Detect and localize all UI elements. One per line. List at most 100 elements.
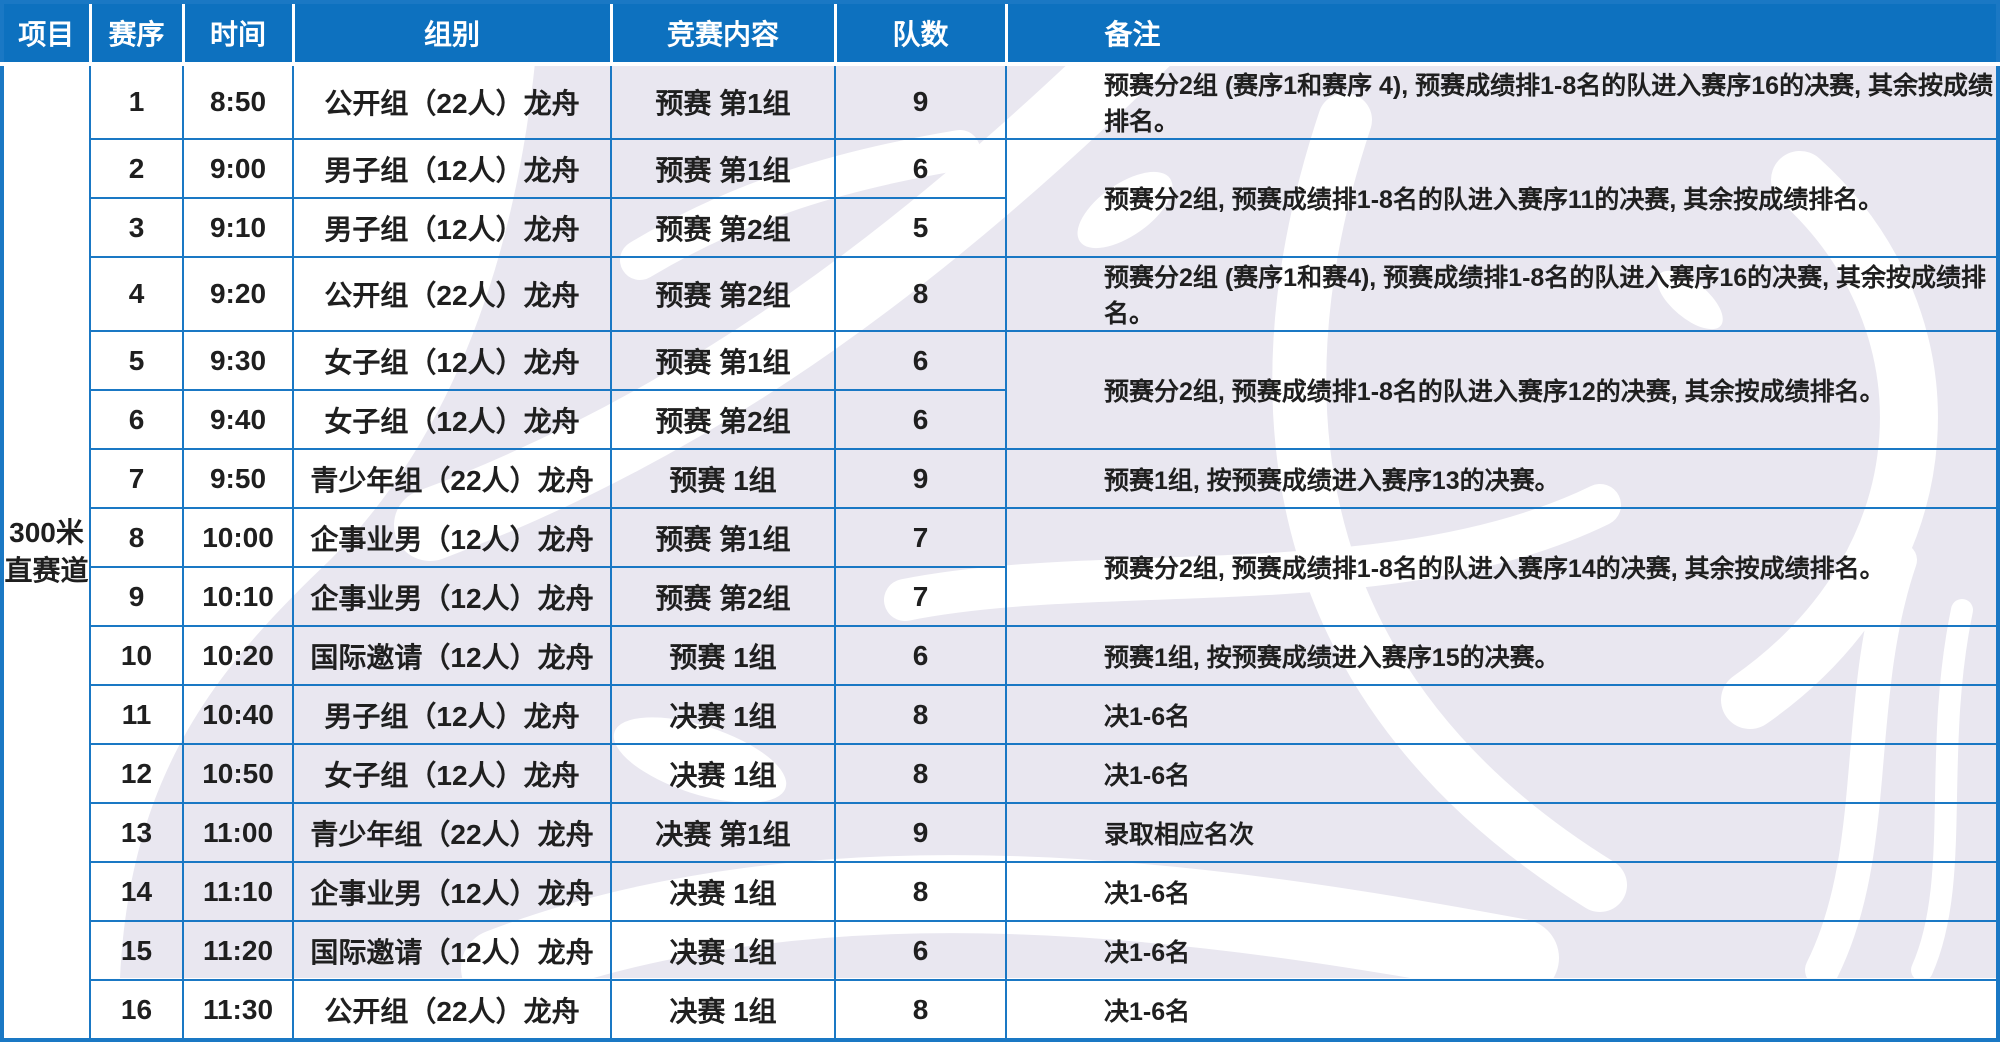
- content-cell: 预赛 1组: [610, 625, 836, 686]
- group-cell: 公开组（22人）龙舟: [292, 256, 612, 332]
- teams-cell: 9: [834, 448, 1007, 509]
- group-cell: 公开组（22人）龙舟: [292, 63, 612, 140]
- content-cell: 决赛 1组: [610, 979, 836, 1041]
- teams-cell: 9: [834, 802, 1007, 863]
- group-cell: 男子组（12人）龙舟: [292, 197, 612, 258]
- remark-cell: 预赛分2组, 预赛成绩排1-8名的队进入赛序14的决赛, 其余按成绩排名。: [1005, 507, 1999, 627]
- sequence-cell: 15: [89, 920, 184, 981]
- teams-cell: 6: [834, 330, 1007, 391]
- teams-cell: 6: [834, 138, 1007, 199]
- content-cell: 预赛 第2组: [610, 389, 836, 450]
- remark-cell: 预赛分2组, 预赛成绩排1-8名的队进入赛序11的决赛, 其余按成绩排名。: [1005, 138, 1999, 258]
- time-cell: 11:10: [182, 861, 294, 922]
- content-cell: 决赛 1组: [610, 684, 836, 745]
- table-row: 5 9:30 女子组（12人）龙舟 预赛 第1组 6 预赛分2组, 预赛成绩排1-8名的队…: [2, 330, 1999, 450]
- sequence-cell: 5: [89, 330, 184, 391]
- table-row: 6 9:40 女子组（12人）龙舟 预赛 第2组 6: [2, 389, 1998, 450]
- time-cell: 9:50: [182, 448, 294, 509]
- header-time: 时间: [183, 2, 295, 66]
- remark-cell: 预赛分2组, 预赛成绩排1-8名的队进入赛序12的决赛, 其余按成绩排名。: [1005, 330, 1999, 450]
- content-cell: 预赛 1组: [610, 448, 836, 509]
- time-cell: 10:40: [182, 684, 294, 745]
- remark-cell: 预赛分2组 (赛序1和赛4), 预赛成绩排1-8名的队进入赛序16的决赛, 其余…: [1005, 256, 1999, 332]
- sequence-cell: 13: [89, 802, 184, 863]
- remark-cell: 决1-6名: [1005, 743, 1999, 804]
- teams-cell: 6: [834, 625, 1007, 686]
- content-cell: 预赛 第2组: [610, 197, 836, 258]
- group-cell: 企事业男（12人）龙舟: [292, 861, 612, 922]
- header-remark: 备注: [1006, 2, 1998, 66]
- content-cell: 决赛 1组: [610, 920, 836, 981]
- table-row: 10 10:20 国际邀请（12人）龙舟 预赛 1组 6 预赛1组, 按预赛成绩进入赛序1…: [2, 625, 1999, 686]
- table-row: 14 11:10 企事业男（12人）龙舟 决赛 1组 8 决1-6名: [2, 861, 1999, 922]
- content-cell: 预赛 第1组: [610, 507, 836, 568]
- group-cell: 男子组（12人）龙舟: [292, 138, 612, 199]
- sequence-cell: 10: [89, 625, 184, 686]
- table-header: 项目 赛序 时间 组别 竞赛内容 队数 备注: [2, 2, 1998, 66]
- sequence-cell: 2: [89, 138, 184, 199]
- table-row: 7 9:50 青少年组（22人）龙舟 预赛 1组 9 预赛1组, 按预赛成绩进入赛序13的…: [2, 448, 1999, 509]
- sequence-cell: 16: [89, 979, 184, 1041]
- time-cell: 10:20: [182, 625, 294, 686]
- header-project: 项目: [2, 2, 92, 66]
- table-row: 2 9:00 男子组（12人）龙舟 预赛 第1组 6 预赛分2组, 预赛成绩排1-8名的队…: [2, 138, 1999, 258]
- group-cell: 企事业男（12人）龙舟: [292, 507, 612, 568]
- time-cell: 11:20: [182, 920, 294, 981]
- time-cell: 9:20: [182, 256, 294, 332]
- table-row: 8 10:00 企事业男（12人）龙舟 预赛 第1组 7 预赛分2组, 预赛成绩排1-8名…: [2, 507, 1999, 627]
- content-cell: 预赛 第1组: [610, 63, 836, 140]
- group-cell: 国际邀请（12人）龙舟: [292, 920, 612, 981]
- remark-cell: 决1-6名: [1005, 684, 1999, 745]
- group-cell: 国际邀请（12人）龙舟: [292, 625, 612, 686]
- content-cell: 预赛 第2组: [610, 566, 836, 627]
- sequence-cell: 3: [89, 197, 184, 258]
- table-row: 12 10:50 女子组（12人）龙舟 决赛 1组 8 决1-6名: [2, 743, 1999, 804]
- sequence-cell: 12: [89, 743, 184, 804]
- sequence-cell: 11: [89, 684, 184, 745]
- group-cell: 女子组（12人）龙舟: [292, 743, 612, 804]
- sequence-cell: 8: [89, 507, 184, 568]
- group-cell: 女子组（12人）龙舟: [292, 330, 612, 391]
- remark-cell: 决1-6名: [1005, 861, 1999, 922]
- time-cell: 11:00: [182, 802, 294, 863]
- schedule-body: 300米 直赛道 1 8:50 公开组（22人）龙舟 预赛 第1组 9 预赛分2组 (赛序1和…: [1, 63, 1999, 1041]
- table-row: 3 9:10 男子组（12人）龙舟 预赛 第2组 5: [2, 197, 1998, 258]
- sequence-cell: 1: [89, 63, 184, 140]
- time-cell: 9:30: [182, 330, 294, 391]
- content-cell: 预赛 第2组: [610, 256, 836, 332]
- time-cell: 9:10: [182, 197, 294, 258]
- header-sequence: 赛序: [90, 2, 185, 66]
- group-cell: 企事业男（12人）龙舟: [292, 566, 612, 627]
- project-label-line1: 300米: [9, 517, 84, 549]
- teams-cell: 8: [834, 256, 1007, 332]
- teams-cell: 6: [834, 920, 1007, 981]
- group-cell: 青少年组（22人）龙舟: [292, 802, 612, 863]
- header-group: 组别: [293, 2, 613, 66]
- time-cell: 10:00: [182, 507, 294, 568]
- sequence-cell: 14: [89, 861, 184, 922]
- table-row: 15 11:20 国际邀请（12人）龙舟 决赛 1组 6 决1-6名: [2, 920, 1999, 981]
- remark-cell: 决1-6名: [1005, 920, 1999, 981]
- sequence-cell: 4: [89, 256, 184, 332]
- teams-cell: 8: [834, 979, 1007, 1041]
- teams-cell: 8: [834, 684, 1007, 745]
- header-row: 项目 赛序 时间 组别 竞赛内容 队数 备注: [2, 2, 1998, 66]
- project-label-line2: 直赛道: [4, 555, 89, 586]
- remark-cell: 录取相应名次: [1005, 802, 1999, 863]
- remark-cell: 预赛1组, 按预赛成绩进入赛序13的决赛。: [1005, 448, 1999, 509]
- table-row: 11 10:40 男子组（12人）龙舟 决赛 1组 8 决1-6名: [2, 684, 1999, 745]
- time-cell: 11:30: [182, 979, 294, 1041]
- time-cell: 9:40: [182, 389, 294, 450]
- remark-cell: 预赛分2组 (赛序1和赛序 4), 预赛成绩排1-8名的队进入赛序16的决赛, …: [1005, 63, 1999, 140]
- sequence-cell: 9: [89, 566, 184, 627]
- header-teams: 队数: [835, 2, 1008, 66]
- content-cell: 决赛 1组: [610, 743, 836, 804]
- teams-cell: 8: [834, 861, 1007, 922]
- group-cell: 男子组（12人）龙舟: [292, 684, 612, 745]
- content-cell: 预赛 第1组: [610, 138, 836, 199]
- time-cell: 9:00: [182, 138, 294, 199]
- teams-cell: 5: [834, 197, 1007, 258]
- table-row: 16 11:30 公开组（22人）龙舟 决赛 1组 8 决1-6名: [2, 979, 1999, 1041]
